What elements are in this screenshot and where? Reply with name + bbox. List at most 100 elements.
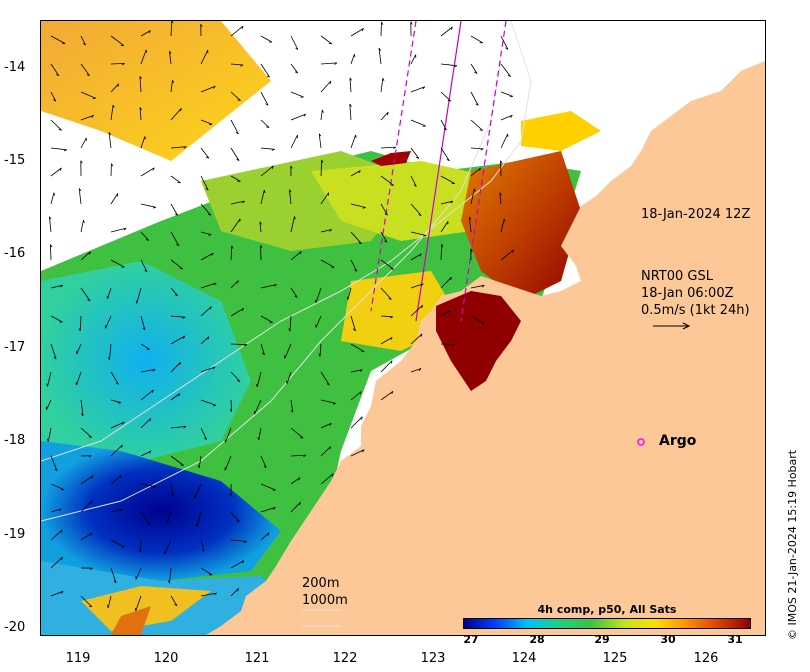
y-tick-label: -16	[4, 246, 26, 261]
current-vector	[380, 21, 382, 37]
current-vector	[135, 595, 142, 611]
current-vector-head	[391, 391, 394, 395]
current-vector-head	[241, 308, 244, 312]
bathymetry-contours	[41, 21, 532, 522]
current-vector	[319, 343, 322, 357]
current-vector	[50, 556, 63, 569]
current-vector	[290, 63, 299, 74]
current-vector	[80, 115, 94, 121]
current-vector	[440, 310, 451, 317]
current-vector	[380, 203, 388, 216]
current-vector-head	[500, 160, 503, 164]
current-vector-head	[211, 252, 214, 256]
current-vector	[200, 336, 210, 345]
current-vector	[80, 251, 91, 261]
current-vector	[230, 511, 240, 523]
current-vector-head	[303, 454, 307, 458]
current-vector	[170, 259, 183, 270]
current-vector	[320, 109, 323, 121]
current-vector-head	[421, 305, 423, 309]
current-vector-head	[263, 189, 266, 194]
current-vector-head	[294, 71, 298, 74]
current-vector-head	[503, 218, 506, 222]
current-vector-head	[197, 464, 200, 468]
current-vector	[47, 371, 52, 387]
current-vector-head	[346, 296, 349, 300]
current-vector-head	[82, 42, 86, 46]
current-vector	[380, 175, 394, 186]
current-vector-head	[236, 380, 241, 382]
current-vector	[410, 333, 423, 345]
argo-marker	[637, 438, 645, 446]
current-vector-head	[87, 299, 91, 302]
current-vector	[260, 63, 270, 78]
current-vector	[470, 284, 485, 289]
current-vector	[440, 244, 443, 261]
current-vector	[170, 315, 186, 318]
current-vector-head	[88, 605, 93, 608]
current-vector	[410, 231, 427, 236]
current-vector-head	[510, 114, 513, 118]
current-vector	[470, 315, 486, 325]
current-vector-head	[152, 486, 157, 488]
current-vector-head	[505, 47, 509, 50]
current-vector	[470, 119, 483, 131]
current-vector-head	[349, 77, 352, 81]
current-vector	[50, 63, 60, 77]
current-vector-head	[443, 128, 447, 131]
current-vector	[440, 63, 457, 67]
current-vector-head	[205, 188, 209, 191]
x-tick-label: 123	[420, 651, 446, 666]
current-vector	[500, 35, 509, 50]
scale-arrow	[653, 322, 691, 330]
current-vector	[50, 590, 64, 597]
current-vector	[170, 21, 173, 37]
current-vector	[260, 343, 265, 356]
current-vector-head	[91, 475, 94, 479]
current-vector-head	[329, 422, 332, 426]
current-vector-head	[423, 235, 427, 237]
current-vector-head	[359, 369, 363, 372]
current-vector-head	[271, 165, 274, 169]
current-vector	[230, 280, 239, 289]
current-vector-head	[178, 393, 181, 397]
current-vector	[105, 315, 112, 329]
current-vector	[140, 231, 149, 241]
current-vector-head	[75, 381, 77, 386]
current-vector-head	[294, 216, 296, 220]
current-vector-head	[288, 328, 291, 332]
current-vector	[140, 450, 152, 457]
current-vector-head	[390, 337, 393, 341]
current-vector	[290, 35, 299, 50]
current-vector-head	[479, 167, 481, 171]
current-vector	[50, 167, 62, 177]
current-vector-head	[107, 356, 110, 361]
current-vector	[169, 51, 172, 65]
current-vector-head	[174, 213, 178, 216]
current-vector	[50, 529, 63, 541]
current-vector	[47, 427, 52, 442]
colorbar-tick: 29	[594, 633, 610, 646]
current-vector-head	[166, 520, 168, 524]
current-vector	[410, 203, 422, 216]
current-vector	[315, 315, 322, 328]
current-vector-head	[152, 167, 155, 171]
current-vector	[410, 54, 417, 65]
current-vector	[350, 134, 356, 149]
current-vector	[230, 245, 233, 261]
current-vector	[290, 477, 301, 485]
current-vector	[290, 399, 294, 413]
current-vector	[49, 216, 52, 233]
current-vector	[260, 119, 270, 128]
current-vector-head	[511, 249, 514, 253]
current-vector	[140, 30, 151, 37]
current-vector	[80, 399, 84, 416]
current-vector-head	[479, 129, 483, 131]
current-vector	[78, 188, 82, 205]
current-vector	[500, 249, 514, 261]
current-vector-head	[179, 362, 181, 366]
current-vector-head	[361, 416, 363, 420]
current-vector	[470, 147, 484, 150]
current-vector	[380, 315, 393, 318]
current-vector-head	[362, 207, 366, 209]
